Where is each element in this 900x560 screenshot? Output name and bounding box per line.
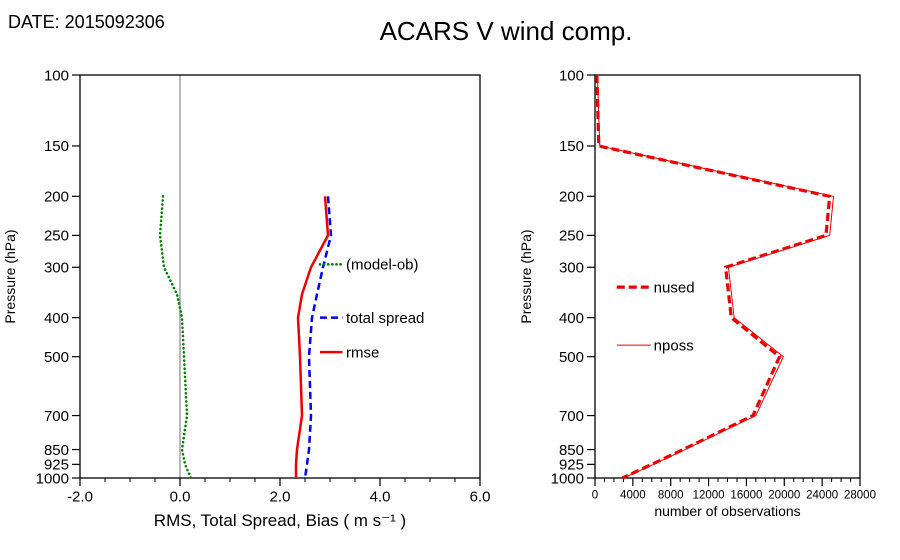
y-tick-label: 400 <box>559 310 584 327</box>
y-axis-label: Pressure (hPa) <box>518 229 534 323</box>
y-tick-label: 925 <box>559 457 584 474</box>
panel-right: 0 4000 8000 12000 16000 20000 24000 28000 100 150… <box>518 67 876 519</box>
y-tick-label: 500 <box>559 349 584 366</box>
y-tick-label: 1000 <box>551 470 584 487</box>
y-tick-label: 700 <box>44 408 69 425</box>
y-tick-label: 500 <box>44 349 69 366</box>
plot-border <box>79 74 481 479</box>
model-ob-series-line <box>158 195 193 480</box>
y-tick-label: 150 <box>559 138 584 155</box>
x-tick-label: -2.0 <box>67 489 93 506</box>
y-axis-label: Pressure (hPa) <box>2 229 18 323</box>
nposs-series-line <box>596 74 834 479</box>
nused-legend-label: nused <box>654 279 695 296</box>
x-tick-label: 16000 <box>730 489 762 501</box>
y-tick-label: 100 <box>559 67 584 84</box>
total-spread-legend-label: total spread <box>346 310 424 327</box>
y-tick-label: 150 <box>44 138 69 155</box>
y-tick-label: 200 <box>44 189 69 206</box>
x-tick-label: 8000 <box>658 489 684 501</box>
date-label: DATE: 2015092306 <box>8 12 165 32</box>
x-tick-label: 20000 <box>768 489 800 501</box>
x-tick-label: 4000 <box>620 489 646 501</box>
x-tick-label: 2.0 <box>270 489 291 506</box>
y-tick-label: 250 <box>559 228 584 245</box>
total-spread-series-line <box>303 196 333 479</box>
y-tick-label: 925 <box>44 457 69 474</box>
nposs-legend-label: nposs <box>654 337 694 354</box>
x-tick-label: 12000 <box>693 489 725 501</box>
y-tick-label: 850 <box>559 442 584 459</box>
y-tick-label: 200 <box>559 189 584 206</box>
x-tick-label: 28000 <box>844 489 876 501</box>
x-tick-label: 0 <box>592 489 598 501</box>
figure-title: ACARS V wind comp. <box>379 16 633 46</box>
y-tick-label: 100 <box>44 67 69 84</box>
y-tick-label: 850 <box>44 442 69 459</box>
x-tick-label: 6.0 <box>470 489 491 506</box>
nused-series-line <box>595 74 832 480</box>
x-axis-label: RMS, Total Spread, Bias ( m s⁻¹ ) <box>154 511 406 530</box>
y-tick-label: 1000 <box>36 470 69 487</box>
panel-left: -2.0 0.0 2.0 4.0 6.0 100 150 200 250 300 400 500 700… <box>2 67 490 530</box>
x-tick-label: 0.0 <box>170 489 191 506</box>
x-axis-label: number of observations <box>654 503 800 519</box>
y-tick-label: 400 <box>44 310 69 327</box>
y-tick-label: 300 <box>559 260 584 277</box>
x-tick-label: 4.0 <box>370 489 391 506</box>
y-tick-label: 250 <box>44 228 69 245</box>
model-ob-legend-label: (model-ob) <box>346 257 419 274</box>
x-tick-label: 24000 <box>806 489 838 501</box>
rmse-series-line <box>294 196 330 478</box>
y-tick-label: 700 <box>559 408 584 425</box>
rmse-legend-label: rmse <box>346 344 379 361</box>
y-tick-label: 300 <box>44 260 69 277</box>
